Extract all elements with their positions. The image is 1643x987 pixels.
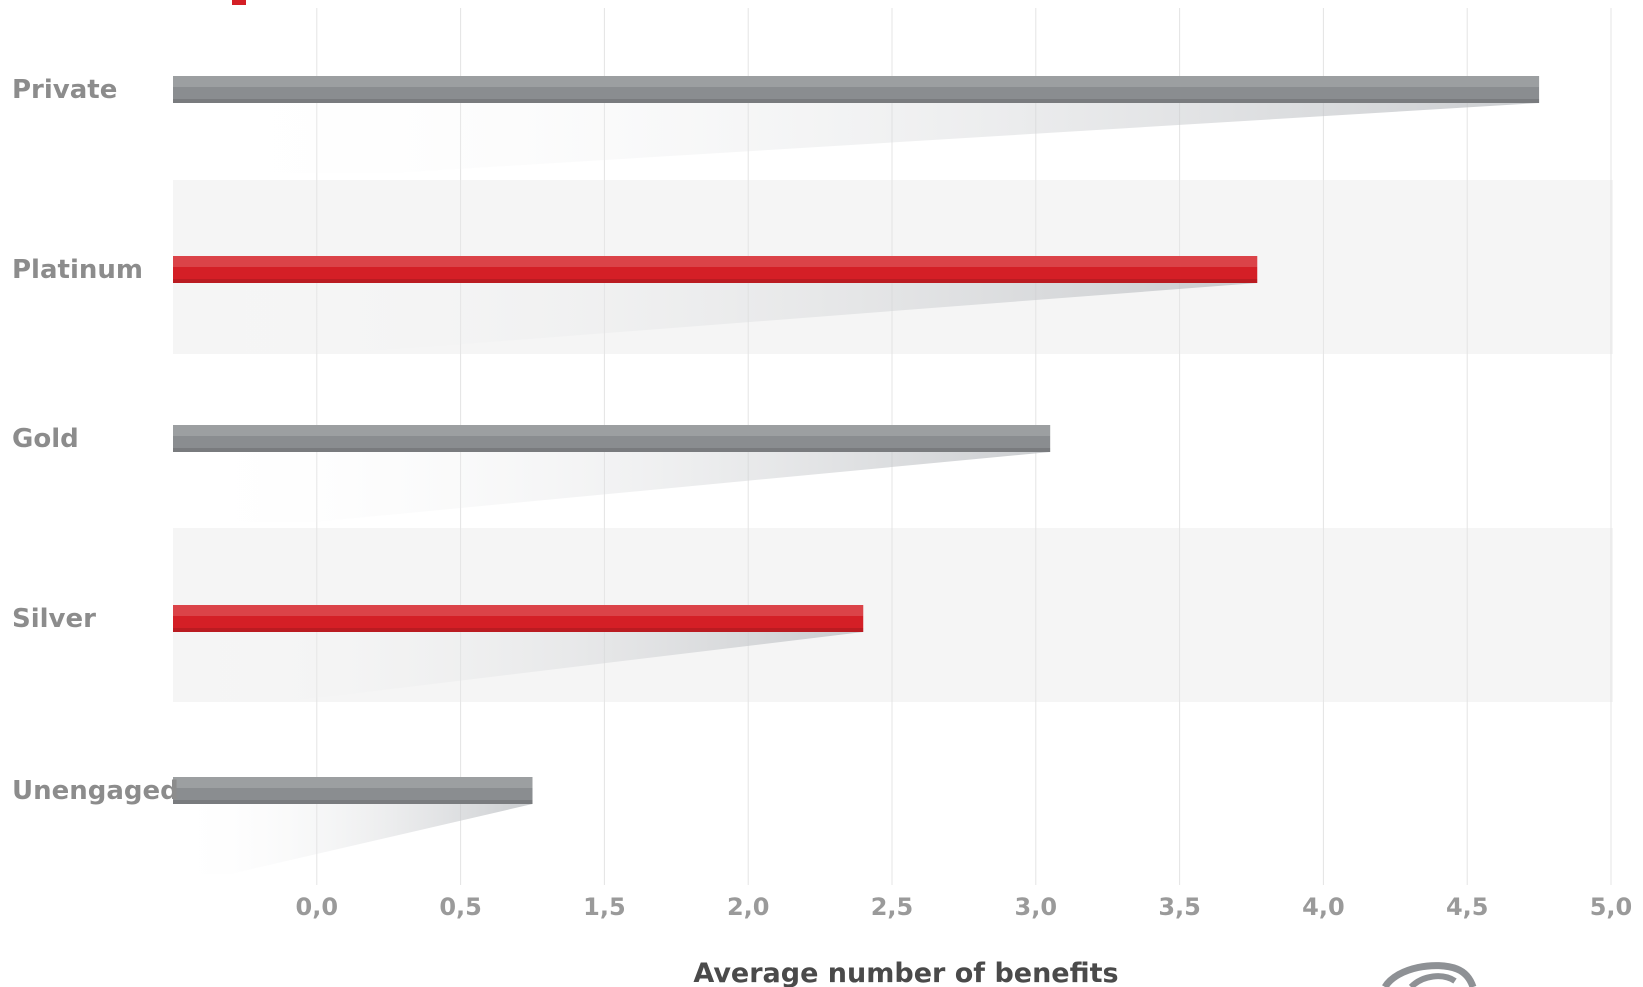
x-tick-label: 5,0: [1590, 893, 1633, 921]
bar-shadow: [173, 452, 1051, 522]
bar-shade: [173, 279, 1258, 283]
x-tick-label: 0,5: [439, 893, 482, 921]
logo-mark: [1382, 962, 1477, 987]
bar-shade: [173, 628, 864, 632]
x-tick-label: 3,5: [1158, 893, 1201, 921]
bar-shadow: [173, 804, 533, 874]
bar-shade: [173, 448, 1051, 452]
x-axis-title: Average number of benefits: [693, 958, 1118, 987]
bar-shadow: [173, 103, 1540, 173]
x-tick-label: 4,5: [1446, 893, 1489, 921]
category-label: Private: [12, 75, 117, 105]
bar-highlight: [173, 256, 1258, 267]
x-tick-label: 4,0: [1302, 893, 1345, 921]
bar-private: [173, 76, 1540, 103]
bar-highlight: [173, 425, 1051, 436]
x-tick-labels: 0,0 0,5 1,5 2,0 2,5 3,0 3,5 4,0 4,5 5,0: [296, 893, 1633, 921]
bar-shadow: [173, 283, 1258, 353]
x-tick-label: 1,5: [583, 893, 626, 921]
bars: [173, 76, 1540, 874]
bar-highlight: [173, 777, 533, 788]
category-label: Platinum: [12, 255, 143, 285]
category-label: Silver: [12, 604, 96, 634]
category-label: Unengaged: [12, 776, 179, 806]
bar-highlight: [173, 605, 864, 616]
bar-shade: [173, 800, 533, 804]
x-tick-label: 2,0: [727, 893, 770, 921]
red-accent-mark: [232, 0, 246, 5]
bar-silver: [173, 605, 864, 632]
bar-unengaged: [173, 777, 533, 804]
bar-shade: [173, 99, 1540, 103]
category-label: Gold: [12, 424, 79, 454]
bar-gold: [173, 425, 1051, 452]
bar-highlight: [173, 76, 1540, 87]
x-tick-label: 3,0: [1015, 893, 1058, 921]
x-tick-label: 0,0: [296, 893, 339, 921]
bar-shadow: [173, 632, 864, 702]
category-labels: Private Platinum Gold Silver Unengaged: [12, 75, 179, 806]
bar-platinum: [173, 256, 1258, 283]
x-tick-label: 2,5: [871, 893, 914, 921]
